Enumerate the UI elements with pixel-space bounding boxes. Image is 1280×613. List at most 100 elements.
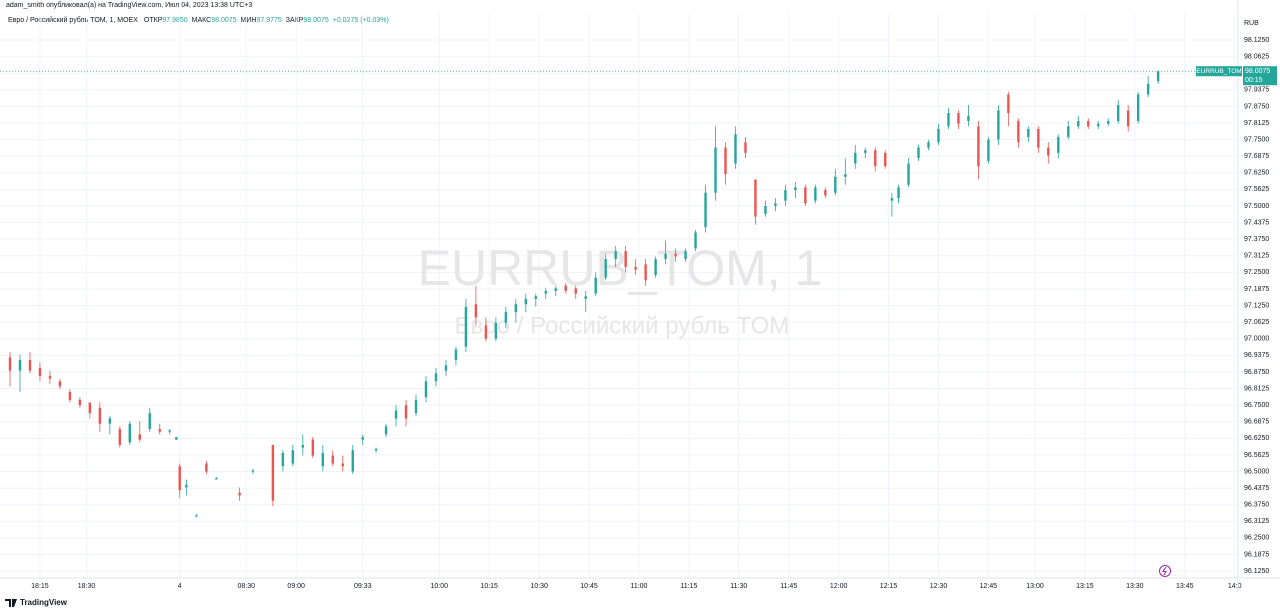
y-tick-label: 96.1875 <box>1244 551 1269 558</box>
y-tick-label: 97.7500 <box>1244 136 1269 143</box>
x-tick-label: 13:30 <box>1126 583 1144 590</box>
legend-label: МАКС <box>191 17 212 24</box>
candle-body <box>1007 94 1010 114</box>
candle-body <box>504 312 508 323</box>
candle-body <box>784 190 787 201</box>
candle-body <box>98 407 102 424</box>
publish-info: adam_smith опубликовал(а) на TradingView… <box>6 2 253 9</box>
candle-body <box>1067 126 1070 137</box>
y-tick-label: 96.5000 <box>1244 468 1269 475</box>
candle-body <box>168 430 171 432</box>
candle-body <box>890 198 894 201</box>
y-tick-label: 97.8125 <box>1244 120 1269 127</box>
x-tick-label: 12:00 <box>830 583 848 590</box>
x-tick-label: 11:00 <box>630 583 647 590</box>
y-tick-label: 96.3125 <box>1244 518 1269 525</box>
tv-logo <box>5 599 17 607</box>
y-tick-label: 97.0625 <box>1244 319 1269 326</box>
candle-body <box>844 174 847 177</box>
x-tick-label: 18:30 <box>78 583 96 590</box>
candle-body <box>195 515 198 517</box>
candle-body <box>251 470 255 472</box>
legend-label: ОТКР <box>143 17 163 24</box>
candle-body <box>654 259 657 276</box>
price-tag-label: 98.0075 <box>1245 68 1270 75</box>
candle-body <box>1027 128 1030 137</box>
candle-body <box>38 367 42 376</box>
legend-value: 98.0075 <box>303 17 329 24</box>
y-tick-label: 97.9375 <box>1244 87 1269 94</box>
candle-body <box>1097 123 1100 127</box>
candle-body <box>424 381 428 398</box>
x-tick-label: 09:33 <box>354 583 372 590</box>
x-tick-label: 08:30 <box>238 583 256 590</box>
y-tick-label: 97.3125 <box>1244 253 1269 260</box>
candle-body <box>804 187 807 204</box>
x-tick-label: 11:15 <box>680 583 697 590</box>
candle-body <box>384 426 388 435</box>
candle-body <box>1087 121 1090 127</box>
candle-body <box>534 296 538 299</box>
candle-body <box>185 484 188 488</box>
candle-body <box>1037 128 1040 148</box>
y-tick-label: 97.5000 <box>1244 203 1269 210</box>
candle-body <box>58 381 62 387</box>
y-tick-label: 96.2500 <box>1244 535 1269 542</box>
candle-body <box>1136 94 1140 122</box>
candle-body <box>987 139 990 161</box>
candle-body <box>684 251 687 260</box>
y-tick-label: 96.8125 <box>1244 385 1269 392</box>
candle-body <box>394 410 398 419</box>
y-tick-label: 96.5625 <box>1244 452 1269 459</box>
x-tick-label: 10:30 <box>530 583 548 590</box>
candle-body <box>794 187 797 191</box>
candle-body <box>937 128 940 143</box>
candle-body <box>664 253 667 260</box>
legend: Евро / Российский рубль TOM, 1, MOEX ОТКР… <box>8 17 393 24</box>
candle-body <box>644 264 647 281</box>
x-tick-label: 12:30 <box>930 583 948 590</box>
watermark-subtitle: Евро / Российский рубль TOM <box>455 312 790 339</box>
candle-body <box>178 466 181 491</box>
alert-icon[interactable] <box>1159 565 1171 577</box>
chart-title: Евро / Российский рубль TOM, 1, MOEX <box>8 17 138 24</box>
candle-body <box>238 492 241 496</box>
y-tick-label: 97.3750 <box>1244 236 1269 243</box>
candle-body <box>967 115 970 122</box>
y-tick-label: 96.3750 <box>1244 502 1269 509</box>
candle-body <box>977 126 980 167</box>
price-tag <box>1243 66 1277 86</box>
x-tick-label: 09:00 <box>287 583 305 590</box>
candle-body <box>414 399 418 414</box>
candle-body <box>997 110 1000 140</box>
brand: TradingView <box>20 598 68 607</box>
candle-body <box>331 455 334 464</box>
candle-body <box>374 448 378 451</box>
candle-body <box>404 405 408 419</box>
y-tick-label: 97.6875 <box>1244 153 1269 160</box>
y-tick-label: 97.1250 <box>1244 302 1269 309</box>
candle-body <box>311 439 315 456</box>
y-tick-label: 97.6250 <box>1244 170 1269 177</box>
candle-body <box>674 253 677 257</box>
candle-body <box>927 142 930 148</box>
candle-body <box>158 429 161 432</box>
y-tick-label: 98.1250 <box>1244 37 1269 44</box>
symbol-tag-label: EURRUB_TOM <box>1196 68 1241 75</box>
candle-body <box>514 304 518 313</box>
y-tick-label: 96.6250 <box>1244 435 1269 442</box>
x-tick-label: 14:0 <box>1228 583 1242 590</box>
candle-body <box>724 147 727 175</box>
candle-body <box>604 259 607 278</box>
candle-body <box>1107 121 1110 124</box>
candle-body <box>271 444 275 501</box>
candle-body <box>907 163 910 185</box>
candle-body <box>361 437 364 440</box>
candle-body <box>8 357 12 371</box>
candle-body <box>1047 147 1050 156</box>
y-tick-label: 97.2500 <box>1244 269 1269 276</box>
candle-body <box>897 187 900 199</box>
candle-body <box>814 187 817 201</box>
legend-value: 98.0075 <box>211 17 237 24</box>
